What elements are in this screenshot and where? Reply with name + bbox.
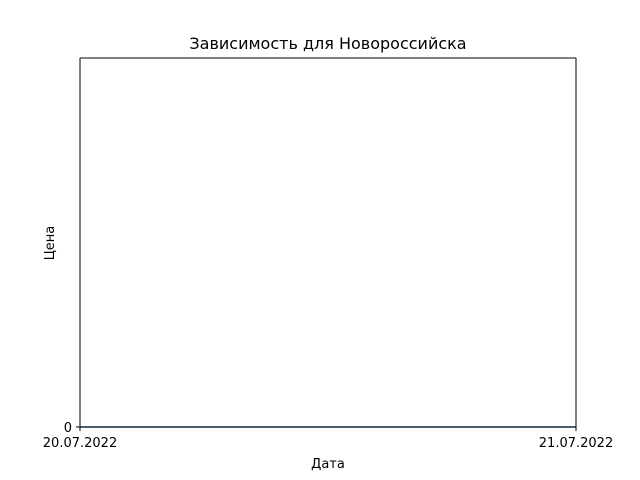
plot-area <box>80 58 576 427</box>
y-tick-label: 0 <box>64 421 72 436</box>
chart-title: Зависимость для Новороссийска <box>189 34 466 53</box>
x-tick-label: 20.07.2022 <box>43 436 117 451</box>
axes-frame <box>79 57 577 428</box>
y-axis-ticks: 0 <box>64 421 80 436</box>
y-axis-label: Цена <box>43 226 58 261</box>
x-tick-label: 21.07.2022 <box>539 436 613 451</box>
x-axis-ticks: 20.07.2022 21.07.2022 <box>43 427 613 451</box>
x-axis-label: Дата <box>311 457 345 472</box>
